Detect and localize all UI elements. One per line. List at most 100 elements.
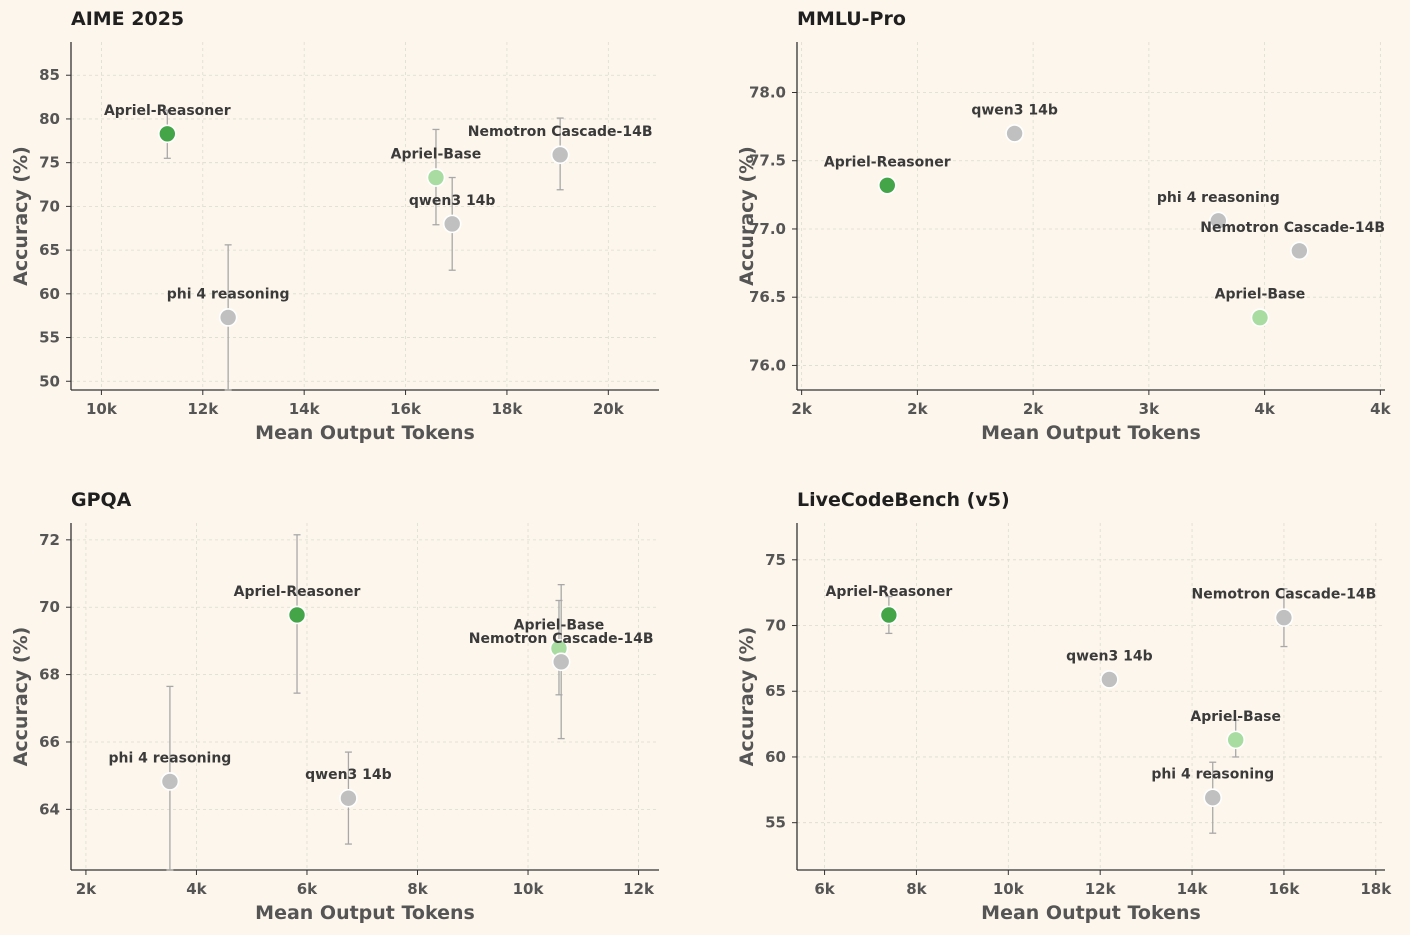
x-tick-label: 10k [513, 880, 545, 898]
point-label-qwen3-14b: qwen3 14b [409, 193, 496, 209]
y-tick-label: 60 [39, 285, 60, 303]
x-tick-label: 16k [390, 400, 422, 418]
x-tick-label: 3k [1139, 400, 1160, 418]
point-label-phi-4-reasoning: phi 4 reasoning [109, 750, 232, 766]
point-label-phi-4-reasoning: phi 4 reasoning [1157, 190, 1280, 206]
data-point-qwen3-14b [442, 214, 462, 234]
x-tick-label: 8k [906, 880, 927, 898]
x-tick-label: 14k [1177, 880, 1209, 898]
y-tick-label: 76.0 [749, 356, 786, 374]
data-point-apriel-base [1250, 308, 1270, 327]
point-label-apriel-reasoner: Apriel-Reasoner [824, 154, 951, 170]
y-tick-label: 65 [765, 682, 786, 700]
y-axis-label: Accuracy (%) [736, 627, 758, 767]
point-label-nemotron-cascade-14b: Nemotron Cascade-14B [469, 631, 654, 647]
data-point-nemotron-cascade-14b [550, 145, 570, 165]
data-point-apriel-reasoner [877, 175, 897, 195]
x-tick-label: 16k [1269, 880, 1301, 898]
y-tick-label: 76.5 [749, 288, 786, 306]
x-tick-label: 4k [1254, 400, 1275, 418]
y-tick-label: 55 [765, 814, 786, 832]
data-point-apriel-reasoner [158, 124, 177, 144]
y-tick-label: 68 [39, 666, 60, 684]
y-tick-label: 55 [39, 329, 60, 347]
data-point-nemotron-cascade-14b [1274, 608, 1294, 627]
y-tick-label: 85 [39, 66, 60, 84]
chart-panel-livecodebench-v5: 6k 8k 10k 12k 14k 16k 18k 55 60 65 70 75 LiveCodeBen… [736, 489, 1392, 924]
data-point-phi-4-reasoning [160, 772, 180, 791]
y-tick-label: 77.0 [749, 220, 786, 238]
data-point-qwen3-14b [1100, 670, 1119, 689]
y-axis-label: Accuracy (%) [10, 627, 32, 767]
x-tick-label: 2k [1023, 400, 1044, 418]
x-tick-label: 10k [993, 880, 1025, 898]
point-label-phi-4-reasoning: phi 4 reasoning [1151, 767, 1274, 783]
point-label-nemotron-cascade-14b: Nemotron Cascade-14B [468, 124, 653, 140]
point-label-qwen3-14b: qwen3 14b [305, 767, 392, 783]
y-tick-label: 70 [765, 617, 786, 635]
x-tick-label: 20k [593, 400, 625, 418]
point-label-qwen3-14b: qwen3 14b [1066, 648, 1153, 664]
x-tick-label: 2k [907, 400, 928, 418]
data-point-apriel-base [1226, 730, 1246, 750]
y-tick-label: 77.5 [749, 152, 786, 170]
y-tick-label: 65 [39, 241, 60, 259]
y-tick-label: 75 [765, 551, 786, 569]
y-tick-label: 66 [39, 733, 60, 751]
data-point-phi-4-reasoning [218, 308, 238, 327]
x-axis-label: Mean Output Tokens [981, 422, 1201, 444]
chart-title: MMLU-Pro [797, 8, 906, 30]
chart-title: AIME 2025 [71, 8, 184, 30]
point-label-phi-4-reasoning: phi 4 reasoning [167, 286, 290, 302]
y-axis-label: Accuracy (%) [736, 146, 758, 286]
x-tick-label: 12k [1085, 880, 1117, 898]
point-label-nemotron-cascade-14b: Nemotron Cascade-14B [1192, 587, 1377, 603]
chart-panel-gpqa: 2k 4k 6k 8k 10k 12k 64 66 68 70 72 GPQA Mean Output … [10, 489, 659, 924]
chart-title: LiveCodeBench (v5) [797, 489, 1010, 511]
x-tick-label: 18k [492, 400, 524, 418]
chart-panel-aime-2025: 10k 12k 14k 16k 18k 20k 50 55 60 65 70 75 80 85 AIME 2… [10, 8, 659, 444]
point-label-apriel-reasoner: Apriel-Reasoner [234, 584, 361, 600]
point-label-apriel-base: Apriel-Base [1190, 709, 1281, 725]
chart-panel-mmlu-pro: 2k 2k 2k 3k 4k 4k 76.0 76.5 77.0 77.5 78.0 MMLU-Pro… [736, 8, 1392, 444]
point-label-qwen3-14b: qwen3 14b [971, 102, 1058, 118]
chart-title: GPQA [71, 489, 132, 511]
data-point-qwen3-14b [1005, 124, 1024, 143]
data-point-apriel-reasoner [879, 605, 899, 625]
y-tick-label: 64 [39, 800, 60, 818]
x-tick-label: 2k [76, 880, 97, 898]
point-label-apriel-base: Apriel-Base [514, 617, 605, 633]
data-point-nemotron-cascade-14b [551, 652, 571, 672]
point-label-apriel-reasoner: Apriel-Reasoner [826, 584, 953, 600]
x-tick-label: 18k [1360, 880, 1392, 898]
x-axis-label: Mean Output Tokens [255, 902, 475, 924]
x-tick-label: 14k [289, 400, 321, 418]
x-tick-label: 4k [186, 880, 207, 898]
x-tick-label: 10k [86, 400, 118, 418]
x-tick-label: 12k [187, 400, 219, 418]
x-tick-label: 6k [814, 880, 835, 898]
y-tick-label: 50 [39, 372, 60, 390]
y-tick-label: 70 [39, 598, 60, 616]
data-point-nemotron-cascade-14b [1290, 241, 1309, 261]
y-axis-label: Accuracy (%) [10, 146, 32, 286]
x-tick-label: 8k [407, 880, 428, 898]
y-tick-label: 60 [765, 748, 786, 766]
data-point-qwen3-14b [339, 788, 358, 808]
x-tick-label: 4k [1370, 400, 1391, 418]
data-point-apriel-reasoner [287, 605, 307, 625]
x-tick-label: 6k [297, 880, 318, 898]
x-tick-label: 12k [623, 880, 655, 898]
point-label-nemotron-cascade-14b: Nemotron Cascade-14B [1200, 220, 1385, 236]
x-axis-label: Mean Output Tokens [255, 422, 475, 444]
point-label-apriel-reasoner: Apriel-Reasoner [104, 103, 231, 119]
data-point-phi-4-reasoning [1209, 211, 1228, 231]
point-label-apriel-base: Apriel-Base [1215, 287, 1306, 303]
data-point-apriel-base [426, 168, 446, 187]
y-tick-label: 70 [39, 197, 60, 215]
point-label-apriel-base: Apriel-Base [391, 147, 482, 163]
y-tick-label: 78.0 [749, 83, 786, 101]
x-tick-label: 2k [791, 400, 812, 418]
y-tick-label: 72 [39, 531, 60, 549]
